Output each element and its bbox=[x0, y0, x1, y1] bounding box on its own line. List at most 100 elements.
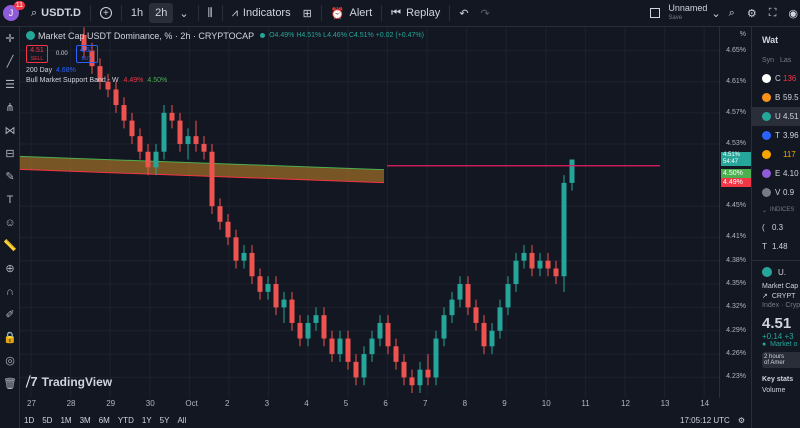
band-indicator-row[interactable]: Bull Market Support Band - W 4.49% 4.50% bbox=[26, 77, 424, 84]
candle bbox=[225, 214, 231, 246]
ma-indicator-row[interactable]: 200 Day 4.68% bbox=[26, 67, 424, 74]
candle bbox=[89, 42, 95, 74]
detail-header[interactable]: U. bbox=[762, 261, 800, 283]
fullscreen-icon: ⛶ bbox=[768, 6, 777, 19]
status-dot bbox=[260, 33, 266, 38]
range-button[interactable]: 1D bbox=[24, 416, 35, 425]
time-tick-label: 29 bbox=[106, 399, 116, 408]
watchlist-row[interactable]: V 0.9 bbox=[752, 183, 800, 202]
candle bbox=[449, 291, 455, 323]
sell-price: 4.51 bbox=[30, 47, 44, 54]
band-value-2: 4.50% bbox=[147, 77, 168, 84]
range-button[interactable]: 5Y bbox=[159, 416, 170, 425]
candle bbox=[553, 260, 559, 285]
news-card[interactable]: 2 hours of Amer bbox=[762, 352, 800, 368]
trash-icon[interactable]: 🗑 bbox=[3, 378, 17, 390]
candle bbox=[481, 315, 487, 355]
replay-button[interactable]: ⏮ Replay bbox=[385, 0, 446, 27]
range-button[interactable]: 6M bbox=[98, 416, 110, 425]
utc-clock[interactable]: 17:05:12 UTC bbox=[680, 416, 730, 425]
candle bbox=[489, 322, 495, 355]
watchlist-row[interactable]: E 4.10 bbox=[752, 164, 800, 183]
watchlist-row[interactable]: C 136 bbox=[752, 69, 800, 88]
price-tick-label: 4.45% bbox=[726, 202, 746, 210]
time-tick-label: 8 bbox=[462, 399, 468, 408]
timeframe-2h[interactable]: 2h bbox=[149, 3, 174, 23]
redo-button[interactable]: ↷ bbox=[475, 0, 496, 27]
add-symbol-button[interactable]: + bbox=[94, 0, 118, 27]
time-tick-label: 2 bbox=[225, 399, 230, 408]
settings-button[interactable]: ⚙ bbox=[741, 0, 763, 27]
chart-type-button[interactable]: ⫼ bbox=[202, 0, 219, 27]
range-button[interactable]: YTD bbox=[117, 416, 134, 425]
index-row[interactable]: T 1.48 bbox=[752, 237, 800, 256]
snapshot-button[interactable]: ◉ bbox=[782, 0, 800, 27]
fullscreen-button[interactable]: ⛶ bbox=[763, 0, 783, 27]
band-value-1: 4.49% bbox=[123, 77, 144, 84]
sell-button[interactable]: 4.51 SELL bbox=[26, 45, 48, 63]
trend-line-icon[interactable]: ╱ bbox=[6, 56, 14, 68]
index-row[interactable]: (0.3 bbox=[752, 218, 800, 237]
range-button[interactable]: 1M bbox=[60, 416, 72, 425]
lock-icon[interactable]: 🔒 bbox=[3, 332, 17, 344]
ma-value: 4.68% bbox=[56, 67, 76, 74]
magnet-icon[interactable]: ∩ bbox=[6, 285, 14, 298]
text-icon[interactable]: T bbox=[6, 193, 14, 206]
gear-icon: ⚙ bbox=[746, 7, 757, 20]
column-last: Las bbox=[780, 57, 792, 64]
layout-menu[interactable]: Unnamed Save ⌄ bbox=[644, 0, 722, 27]
spread-value: 0.00 bbox=[56, 51, 68, 57]
range-button[interactable]: All bbox=[177, 416, 187, 425]
range-button[interactable]: 3M bbox=[79, 416, 91, 425]
pattern-icon[interactable]: ⋈ bbox=[4, 125, 16, 137]
search-button[interactable]: ⌕ bbox=[723, 0, 741, 27]
watchlist-row[interactable]: U 4.51 bbox=[752, 107, 800, 126]
price-tick-label: 4.41% bbox=[726, 233, 746, 241]
pitchfork-icon[interactable]: ⋔ bbox=[5, 102, 15, 114]
index-last: 0.3 bbox=[772, 223, 784, 232]
chart-pane[interactable]: % 4.65% 4.61% 4.57% 4.53% 4.45% 4.41% 4.38% 4.3… bbox=[20, 27, 751, 428]
prediction-icon[interactable]: ⊟ bbox=[5, 148, 15, 160]
candle bbox=[369, 330, 375, 362]
symbol-search[interactable]: ⌕ USDT.D bbox=[25, 0, 87, 27]
candle bbox=[497, 299, 503, 339]
layouts-button[interactable]: ⊞ bbox=[297, 0, 318, 27]
buy-button[interactable]: 4.51 BUY bbox=[75, 45, 98, 63]
tradingview-watermark[interactable]: ⧸7 TradingView bbox=[26, 374, 112, 390]
horizontal-lines-icon[interactable]: ☰ bbox=[5, 79, 15, 91]
time-tick-label: 3 bbox=[264, 399, 270, 408]
stay-drawing-icon[interactable]: ✐ bbox=[5, 309, 15, 321]
price-axis[interactable]: % 4.65% 4.61% 4.57% 4.53% 4.45% 4.41% 4.38% 4.3… bbox=[719, 27, 751, 398]
replay-icon: ⏮ bbox=[391, 6, 402, 19]
undo-button[interactable]: ↶ bbox=[453, 0, 474, 27]
timeframe-dropdown[interactable]: ⌄ bbox=[173, 0, 194, 27]
time-tick-label: 5 bbox=[343, 399, 349, 408]
symbol-logo-icon bbox=[762, 150, 771, 159]
alert-button[interactable]: ⏰ Alert bbox=[325, 0, 378, 27]
candle bbox=[177, 112, 183, 152]
watchlist-row[interactable]: 117 bbox=[752, 145, 800, 164]
brush-icon[interactable]: ✎ bbox=[5, 171, 15, 183]
time-axis[interactable]: 27 28 29 30 Oct 2 3 4 5 6 7 8 9 10 11 12 13 14 bbox=[20, 398, 730, 410]
price-chart[interactable] bbox=[20, 27, 750, 428]
time-tick-label: Oct bbox=[185, 399, 198, 408]
emoji-icon[interactable]: ☺ bbox=[4, 216, 16, 229]
watchlist-last: 0.9 bbox=[783, 188, 795, 197]
settings-icon[interactable]: ⚙ bbox=[737, 416, 745, 425]
watchlist-row[interactable]: B 59.5 bbox=[752, 88, 800, 107]
user-avatar[interactable]: J 11 bbox=[3, 1, 25, 21]
candle bbox=[457, 276, 463, 308]
indices-header[interactable]: ⌄ INDICES bbox=[752, 202, 800, 218]
candle bbox=[297, 315, 303, 347]
range-button[interactable]: 1Y bbox=[141, 416, 152, 425]
range-button[interactable]: 5D bbox=[42, 416, 53, 425]
ruler-icon[interactable]: 📏 bbox=[3, 240, 17, 252]
timeframe-1h[interactable]: 1h bbox=[125, 0, 149, 27]
watchlist-row[interactable]: T 3.96 bbox=[752, 126, 800, 145]
watchlist-header[interactable]: Wat bbox=[752, 27, 800, 52]
indicators-button[interactable]: ⩘ Indicators bbox=[226, 0, 297, 27]
eye-icon[interactable]: ◎ bbox=[5, 355, 15, 367]
candle bbox=[385, 315, 391, 355]
zoom-in-icon[interactable]: ⊕ bbox=[5, 263, 15, 275]
crosshair-icon[interactable]: ✛ bbox=[5, 33, 15, 45]
